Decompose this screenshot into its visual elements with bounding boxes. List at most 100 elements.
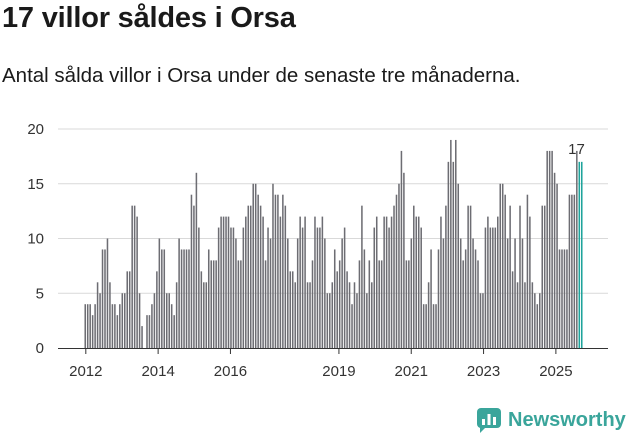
bar: [526, 194, 529, 348]
bar: [430, 249, 432, 348]
bar: [259, 205, 262, 348]
bar: [212, 260, 215, 348]
bar: [264, 260, 267, 348]
bar: [220, 216, 222, 348]
bar: [548, 150, 551, 348]
bar: [168, 293, 170, 348]
bar: [121, 293, 124, 348]
bar: [158, 238, 161, 348]
bar: [366, 293, 368, 348]
bar: [546, 150, 548, 348]
bar: [163, 249, 166, 348]
bar: [348, 282, 351, 348]
bar: [178, 238, 180, 348]
bar: [482, 293, 484, 348]
newsworthy-logo[interactable]: Newsworthy: [476, 407, 626, 433]
bar: [346, 271, 348, 348]
x-tick-label: 2016: [214, 363, 247, 380]
bar: [116, 315, 119, 348]
bar: [373, 227, 376, 348]
chart-title: 17 villor såldes i Orsa: [2, 2, 296, 34]
bar: [435, 304, 437, 348]
bar: [371, 282, 373, 348]
bar: [321, 216, 324, 348]
bar: [94, 304, 96, 348]
bar: [306, 282, 309, 348]
bar: [351, 304, 353, 348]
bar: [531, 282, 534, 348]
bar: [247, 205, 250, 348]
bar: [296, 238, 299, 348]
bar: [551, 150, 553, 348]
bar: [333, 249, 336, 348]
bar: [464, 249, 467, 348]
bar: [390, 216, 393, 348]
bar: [252, 183, 254, 348]
bar: [326, 293, 329, 348]
bar: [395, 194, 398, 348]
bar: [385, 216, 388, 348]
bar: [504, 194, 506, 348]
bar: [509, 205, 511, 348]
bar: [193, 205, 195, 348]
bar: [383, 216, 385, 348]
bar: [457, 183, 460, 348]
x-axis: 2012 2014 2016 2019 2021 2023 2025: [58, 348, 608, 380]
y-tick-label: 0: [36, 340, 44, 357]
bar: [353, 282, 356, 348]
bar: [195, 172, 198, 348]
bar: [445, 205, 447, 348]
bar: [541, 205, 544, 348]
bar: [566, 249, 568, 348]
bar: [289, 271, 292, 348]
bar: [156, 271, 158, 348]
bar: [393, 205, 395, 348]
bar: [341, 238, 343, 348]
bar: [89, 304, 91, 348]
bar: [254, 183, 257, 348]
bar: [474, 249, 477, 348]
bar: [375, 216, 378, 348]
bar: [200, 271, 203, 348]
bar: [299, 216, 301, 348]
bar: [185, 249, 188, 348]
chart-subtitle: Antal sålda villor i Orsa under de senas…: [2, 64, 521, 87]
x-tick-label: 2023: [467, 363, 500, 380]
bar: [314, 216, 316, 348]
bar: [257, 194, 259, 348]
bar: [561, 249, 563, 348]
bar: [442, 238, 445, 348]
bar: [294, 282, 296, 348]
bar: [427, 282, 430, 348]
bar: [477, 260, 479, 348]
bar: [378, 260, 380, 348]
bar: [484, 227, 487, 348]
bar: [563, 249, 566, 348]
bar: [101, 249, 104, 348]
bar: [324, 238, 326, 348]
bar: [319, 227, 321, 348]
bar: [126, 271, 128, 348]
bar: [440, 216, 442, 348]
bar: [131, 205, 133, 348]
bar: [291, 271, 294, 348]
bar: [111, 304, 114, 348]
bar: [437, 249, 440, 348]
bar: [432, 304, 435, 348]
bar: [534, 293, 536, 348]
bar: [361, 205, 363, 348]
bar: [170, 304, 173, 348]
bar: [203, 282, 205, 348]
y-tick-label: 20: [27, 121, 44, 138]
bar: [331, 282, 334, 348]
bar: [316, 227, 319, 348]
bar: [553, 172, 556, 348]
bar: [146, 315, 148, 348]
bar: [190, 194, 193, 348]
bars: [84, 139, 583, 348]
y-axis: 0 5 10 15 20: [27, 121, 44, 357]
bar: [119, 304, 121, 348]
bar: [469, 205, 472, 348]
x-tick-label: 2014: [141, 363, 174, 380]
